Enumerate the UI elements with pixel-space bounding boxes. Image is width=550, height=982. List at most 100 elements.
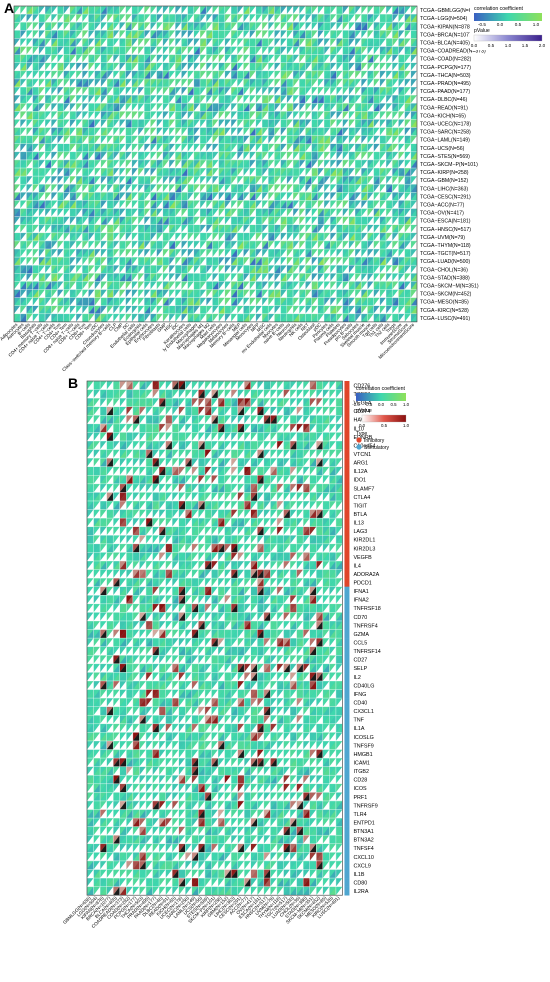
panel-a-cell-upper — [32, 14, 39, 23]
panel-a-cell-upper — [342, 46, 349, 55]
panel-a-cell-upper — [361, 38, 368, 47]
panel-a-cell-upper — [255, 30, 262, 39]
panel-a-cell-upper — [361, 46, 368, 55]
panel-a-cell-upper — [305, 54, 312, 63]
panel-a-cell-lower — [162, 54, 169, 63]
panel-a-cell-upper — [100, 54, 107, 63]
panel-a-cell-upper — [113, 46, 120, 55]
panel-a-cell-lower — [125, 38, 132, 47]
panel-a-cell-upper — [218, 14, 225, 23]
panel-a-cell-upper — [268, 14, 275, 23]
panel-a-cell-lower — [280, 38, 287, 47]
panel-a-cell-upper — [311, 30, 318, 39]
panel-a-cell-lower — [156, 6, 163, 15]
panel-a-cell-lower — [268, 46, 275, 55]
panel-a-cell-lower — [88, 30, 95, 39]
panel-a-cell-upper — [162, 6, 169, 15]
panel-a-cell-lower — [51, 62, 58, 71]
panel-a-cell-lower — [218, 6, 225, 15]
panel-a-cell-upper — [231, 38, 238, 47]
panel-a-cell-upper — [200, 54, 207, 63]
panel-a-cell-lower — [175, 30, 182, 39]
panel-a-cell-upper — [224, 30, 231, 39]
panel-a-cell-lower — [355, 54, 362, 63]
panel-a-cell-lower — [249, 46, 256, 55]
panel-a-cell-lower — [361, 54, 368, 63]
panel-a-cell-upper — [63, 38, 70, 47]
panel-a-cell-upper — [193, 46, 200, 55]
panel-a-cell-upper — [342, 30, 349, 39]
panel-a-cell-lower — [200, 38, 207, 47]
panel-a-cell-lower — [162, 14, 169, 23]
panel-a-cell-upper — [119, 30, 126, 39]
panel-a-cell-lower — [82, 46, 89, 55]
panel-a-cell-lower — [76, 14, 83, 23]
panel-a-cell-lower — [293, 14, 300, 23]
panel-a-cell-lower — [299, 14, 306, 23]
panel-a-cell-upper — [169, 30, 176, 39]
panel-a-cell-upper — [94, 54, 101, 63]
panel-a-cell-lower — [38, 14, 45, 23]
panel-a-cell-lower — [32, 14, 39, 23]
panel-a-cell-upper — [336, 54, 343, 63]
panel-a-cell-lower — [100, 62, 107, 71]
panel-a-cell-lower — [63, 62, 70, 71]
panel-a-cell-upper — [94, 62, 101, 71]
panel-b-letter: B — [68, 375, 79, 391]
panel-a-cell-upper — [249, 46, 256, 55]
panel-a-cell-lower — [82, 14, 89, 23]
panel-a-cell-lower — [231, 38, 238, 47]
panel-a-cell-upper — [373, 14, 380, 23]
panel-a-cell-lower — [187, 38, 194, 47]
panel-a-cell-upper — [392, 22, 399, 31]
panel-a-cell-upper — [206, 46, 213, 55]
panel-a-cell-upper — [392, 54, 399, 63]
panel-a-cell-lower — [14, 22, 21, 31]
panel-a-cell-upper — [113, 6, 120, 15]
panel-a-cell-upper — [88, 62, 95, 71]
panel-a-cell-upper — [224, 54, 231, 63]
panel-a-cell-lower — [293, 54, 300, 63]
panel-a-cell-lower — [373, 22, 380, 31]
panel-a-cell-lower — [181, 22, 188, 31]
panel-a-cell-lower — [32, 6, 39, 15]
panel-a-cell-upper — [88, 54, 95, 63]
panel-a-cell-upper — [206, 38, 213, 47]
panel-a-cell-lower — [280, 14, 287, 23]
panel-a-cell-upper — [125, 30, 132, 39]
panel-a-cell-upper — [200, 46, 207, 55]
panel-a-cell-lower — [125, 6, 132, 15]
panel-a-cell-lower — [348, 30, 355, 39]
panel-a-cell-upper — [144, 38, 151, 47]
panel-a-cell-lower — [243, 14, 250, 23]
panel-a-cell-upper — [119, 14, 126, 23]
panel-a-cell-upper — [51, 62, 58, 71]
panel-a-cell-lower — [94, 46, 101, 55]
panel-a-cell-upper — [119, 54, 126, 63]
panel-a-cell-upper — [26, 54, 33, 63]
panel-a-cell-upper — [162, 30, 169, 39]
panel-a-cell-lower — [410, 54, 417, 63]
panel-a-cell-upper — [200, 6, 207, 15]
panel-a-cell-lower — [317, 14, 324, 23]
panel-a-cell-upper — [255, 38, 262, 47]
panel-a-heatmap: TCGA−GBMLGG(N=656)TCGA−LGG(N=504)TCGA−KI… — [0, 5, 486, 372]
panel-a-cell-lower — [107, 46, 114, 55]
panel-a-cell-lower — [342, 54, 349, 63]
panel-a-cell-lower — [299, 54, 306, 63]
panel-a-cell-lower — [76, 54, 83, 63]
panel-a-cell-upper — [94, 38, 101, 47]
panel-a-cell-lower — [26, 38, 33, 47]
panel-a-cell-lower — [107, 54, 114, 63]
panel-a-cell-upper — [324, 54, 331, 63]
panel-a-cell-upper — [57, 14, 64, 23]
panel-a-cell-upper — [262, 54, 269, 63]
panel-a-cell-lower — [88, 54, 95, 63]
panel-a-cell-lower — [94, 62, 101, 71]
panel-a-cell-lower — [249, 22, 256, 31]
panel-a-cell-lower — [330, 38, 337, 47]
panel-a-cell-upper — [249, 6, 256, 15]
panel-a-cell-upper — [237, 46, 244, 55]
panel-a-cell-lower — [243, 38, 250, 47]
